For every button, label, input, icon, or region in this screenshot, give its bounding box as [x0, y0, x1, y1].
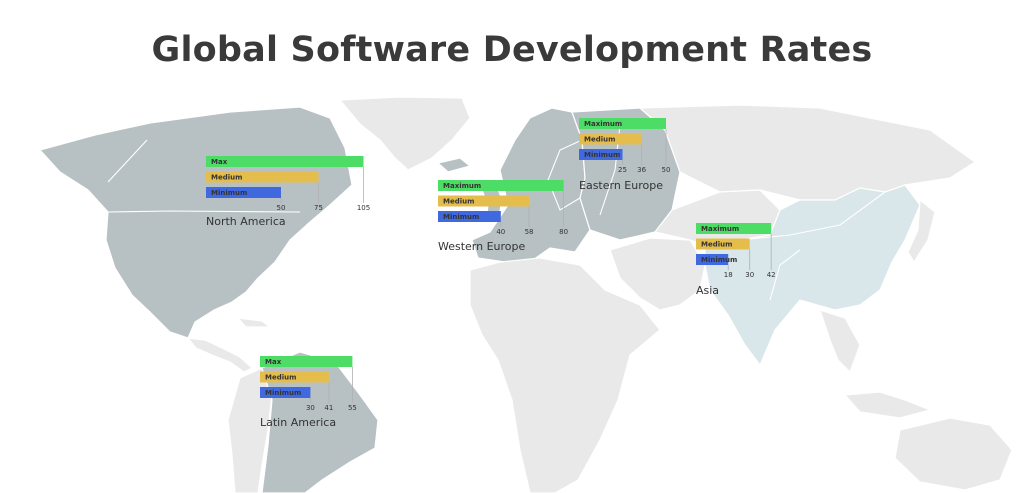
bar-label-western-europe-max: Maximum: [443, 182, 481, 190]
central-america-shape: [186, 337, 254, 373]
bar-north-america-medium: [206, 171, 319, 183]
bar-north-america-max: [206, 156, 364, 167]
chart-title: Global Software Development Rates: [151, 30, 873, 70]
bar-label-eastern-europe-max: Maximum: [584, 120, 622, 128]
region-group-eastern-europe: Maximum 50 Medium 36 Minimum 25 Eastern Europe: [579, 118, 670, 192]
value-label-asia-medium: 30: [745, 271, 754, 279]
bar-label-latin-america-medium: Medium: [265, 374, 296, 382]
bar-asia-minimum: [696, 254, 729, 265]
value-label-north-america-minimum: 50: [277, 204, 286, 212]
bar-label-eastern-europe-medium: Medium: [584, 136, 615, 144]
asia-border-1: [739, 191, 886, 241]
indonesia-shape: [843, 391, 932, 419]
bar-western-europe-minimum: [438, 211, 501, 222]
bar-label-north-america-minimum: Minimum: [211, 189, 247, 197]
southeast-asia-shape: [819, 309, 861, 374]
africa-shape: [469, 257, 661, 493]
iceland-shape: [436, 157, 472, 173]
australia-shape: [894, 417, 1013, 491]
bar-eastern-europe-max: [579, 118, 666, 129]
bar-label-north-america-max: Max: [211, 158, 228, 166]
asia-border-2: [769, 249, 801, 301]
bar-western-europe-medium: [438, 195, 530, 207]
value-label-western-europe-max: 80: [559, 228, 568, 236]
region-label-eastern-europe: Eastern Europe: [579, 179, 663, 192]
value-label-north-america-medium: 75: [314, 204, 323, 212]
bar-north-america-minimum: [206, 187, 281, 198]
region-label-north-america: North America: [206, 215, 286, 228]
bar-label-latin-america-minimum: Minimum: [265, 389, 301, 397]
value-label-latin-america-medium: 41: [324, 404, 333, 412]
bar-label-western-europe-minimum: Minimum: [443, 213, 479, 221]
bar-latin-america-medium: [260, 371, 329, 383]
region-group-western-europe: Maximum 80 Medium 58 Minimum 40 Western Europe: [438, 180, 568, 253]
value-label-latin-america-minimum: 30: [306, 404, 315, 412]
alaska-border: [107, 139, 148, 183]
greenland-shape: [338, 96, 471, 171]
us-canada-border: [107, 210, 301, 213]
region-group-north-america: Max 105 Medium 75 Minimum 50 North America: [206, 156, 370, 228]
value-label-western-europe-minimum: 40: [496, 228, 505, 236]
bar-label-asia-max: Maximum: [701, 225, 739, 233]
value-label-eastern-europe-minimum: 25: [618, 166, 627, 174]
bar-label-western-europe-medium: Medium: [443, 198, 474, 206]
region-label-asia: Asia: [696, 284, 719, 297]
japan-shape: [907, 198, 936, 264]
region-label-western-europe: Western Europe: [438, 240, 526, 253]
bar-western-europe-max: [438, 180, 564, 191]
bar-label-eastern-europe-minimum: Minimum: [584, 151, 620, 159]
bar-latin-america-minimum: [260, 387, 311, 398]
bar-label-asia-minimum: Minimum: [701, 256, 737, 264]
bar-eastern-europe-minimum: [579, 149, 623, 160]
value-label-north-america-max: 105: [357, 204, 370, 212]
caribbean-shape: [236, 317, 272, 328]
region-label-latin-america: Latin America: [260, 416, 336, 429]
bar-label-asia-medium: Medium: [701, 241, 732, 249]
region-group-latin-america: Max 55 Medium 41 Minimum 30 Latin America: [260, 356, 357, 429]
value-label-asia-minimum: 18: [724, 271, 733, 279]
value-label-asia-max: 42: [767, 271, 776, 279]
value-label-latin-america-max: 55: [348, 404, 357, 412]
value-label-eastern-europe-max: 50: [662, 166, 671, 174]
value-label-eastern-europe-medium: 36: [637, 166, 646, 174]
middle-east-shape: [609, 237, 706, 311]
value-label-western-europe-medium: 58: [525, 228, 534, 236]
region-group-asia: Maximum 42 Medium 30 Minimum 18 Asia: [696, 223, 776, 297]
bar-label-latin-america-max: Max: [265, 358, 282, 366]
asia-shape: [704, 184, 921, 367]
bar-latin-america-max: [260, 356, 353, 367]
bar-asia-max: [696, 223, 772, 234]
bar-eastern-europe-medium: [579, 133, 642, 145]
bar-label-north-america-medium: Medium: [211, 174, 242, 182]
bar-asia-medium: [696, 238, 750, 250]
